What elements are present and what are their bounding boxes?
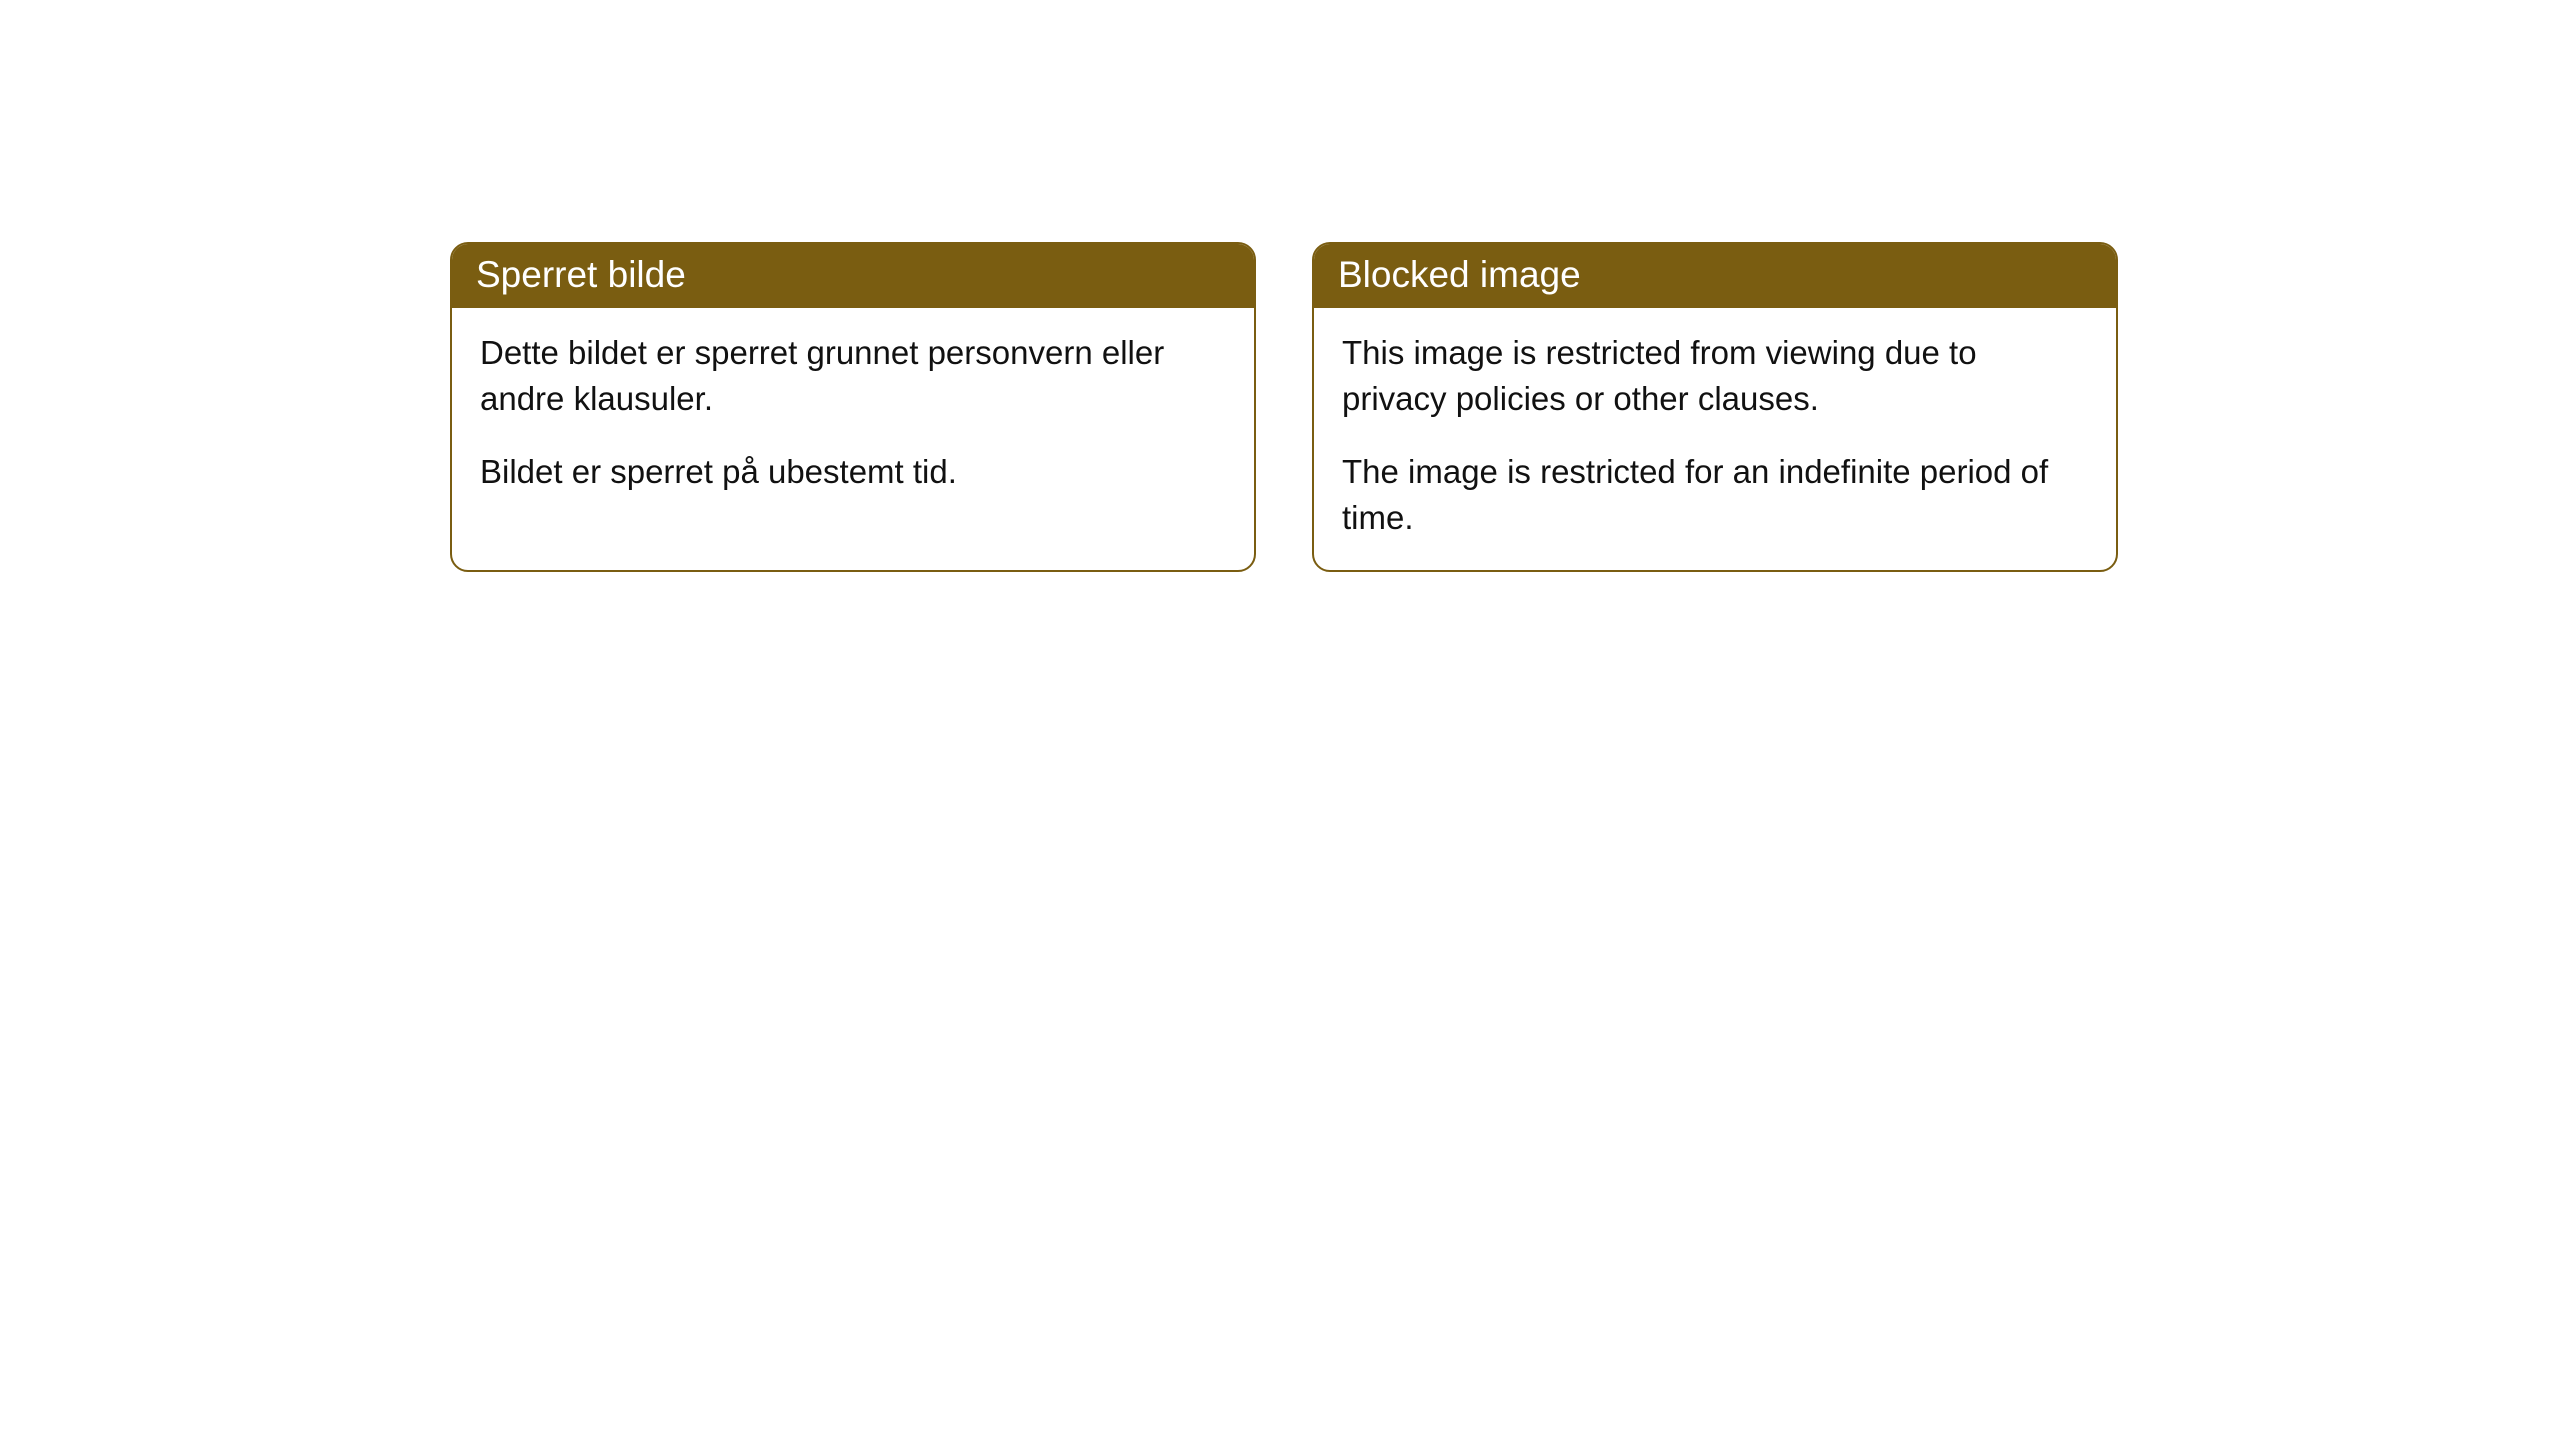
card-title: Blocked image — [1314, 244, 2116, 308]
notice-card-norwegian: Sperret bilde Dette bildet er sperret gr… — [450, 242, 1256, 572]
notice-cards-container: Sperret bilde Dette bildet er sperret gr… — [450, 242, 2118, 572]
card-title: Sperret bilde — [452, 244, 1254, 308]
card-paragraph: Dette bildet er sperret grunnet personve… — [480, 330, 1226, 421]
notice-card-english: Blocked image This image is restricted f… — [1312, 242, 2118, 572]
card-paragraph: Bildet er sperret på ubestemt tid. — [480, 449, 1226, 495]
card-paragraph: The image is restricted for an indefinit… — [1342, 449, 2088, 540]
card-body: Dette bildet er sperret grunnet personve… — [452, 308, 1254, 525]
card-body: This image is restricted from viewing du… — [1314, 308, 2116, 570]
card-paragraph: This image is restricted from viewing du… — [1342, 330, 2088, 421]
